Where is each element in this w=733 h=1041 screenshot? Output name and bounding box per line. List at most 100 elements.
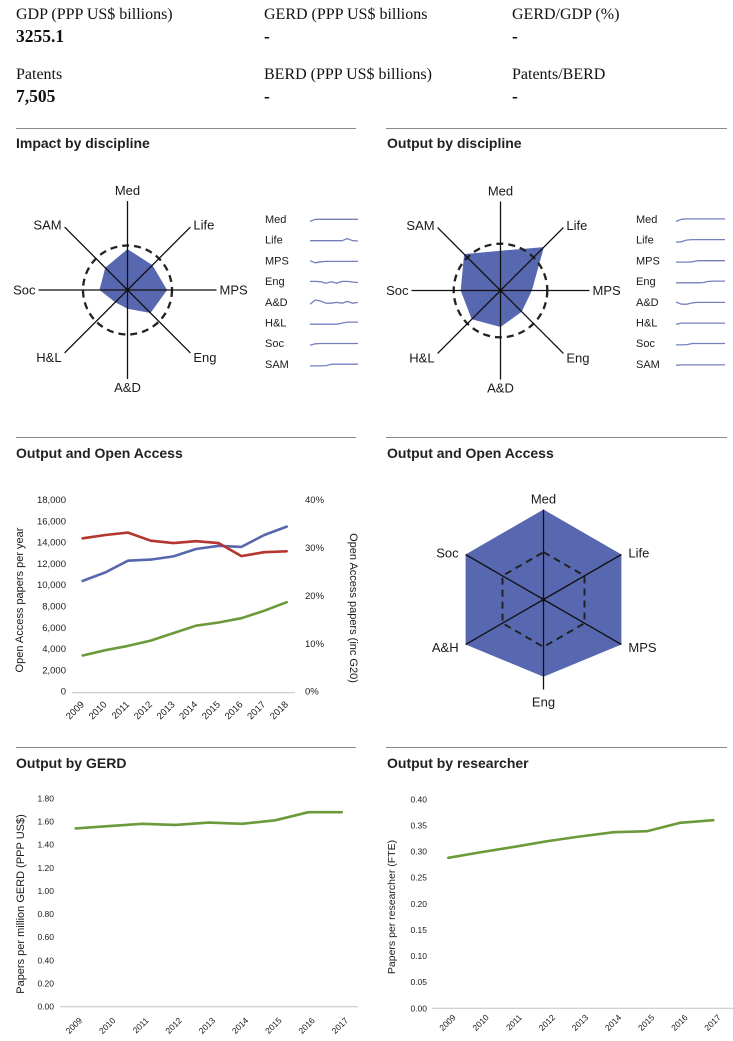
stat-patents: Patents 7,505 bbox=[16, 66, 62, 106]
radar-axis-life bbox=[543, 553, 622, 601]
y-tick-label: 1.00 bbox=[37, 886, 54, 896]
x-tick-label: 2012 bbox=[537, 1012, 558, 1033]
x-tick-label: 2010 bbox=[97, 1015, 118, 1036]
section-divider bbox=[386, 437, 727, 438]
series-line-green bbox=[74, 810, 344, 830]
y-tick-label: 0.00 bbox=[410, 1003, 427, 1013]
sparkline-mps bbox=[309, 260, 358, 264]
x-tick-label: 2009 bbox=[64, 1015, 85, 1036]
y-tick-label: 1.60 bbox=[37, 817, 54, 827]
x-tick-label: 2017 bbox=[245, 699, 268, 722]
radar-axis-label-handl: H&L bbox=[36, 350, 61, 365]
x-tick-label: 2012 bbox=[132, 699, 155, 722]
stat-value: - bbox=[512, 26, 518, 46]
line-chart-output-by-researcher-5: 0.00 0.05 0.10 0.15 0.20 0.25 0.30 0.35 0.40 2009… bbox=[386, 794, 733, 1033]
sparkline-label-med: Med bbox=[265, 214, 286, 226]
sparkline-life bbox=[675, 238, 725, 243]
sparkline-label-mps: MPS bbox=[636, 255, 660, 267]
radar-chart-output-and-open-access-3: Med Life MPS Eng A&H Soc bbox=[432, 492, 657, 710]
sparkline-soc bbox=[676, 342, 725, 346]
radar-axis-label-life: Life bbox=[566, 218, 587, 233]
sparkline-label-med: Med bbox=[636, 214, 657, 226]
radar-axis-label-mps: MPS bbox=[593, 283, 622, 298]
y-tick-label: 1.40 bbox=[37, 840, 54, 850]
y-tick-label: 1.80 bbox=[37, 793, 54, 803]
y2-tick-label: 40% bbox=[305, 495, 325, 506]
x-tick-label: 2011 bbox=[131, 1015, 151, 1035]
y-tick-label: 14,000 bbox=[37, 538, 66, 549]
radar-axis-label-soc: Soc bbox=[13, 283, 36, 298]
section-divider bbox=[16, 128, 356, 129]
x-tick-label: 2016 bbox=[669, 1012, 690, 1033]
radar-axis-label-aandd: A&D bbox=[114, 380, 141, 395]
sparkline-sam bbox=[310, 363, 358, 367]
radar-axis-label-med: Med bbox=[531, 492, 556, 507]
radar-axis-label-eng: Eng bbox=[566, 351, 589, 366]
y-tick-label: 0.40 bbox=[410, 794, 427, 804]
sparkline-label-aandd: A&D bbox=[636, 297, 659, 309]
x-tick-label: 2013 bbox=[197, 1015, 218, 1036]
stat-value: - bbox=[512, 86, 518, 106]
stat-gerd: GERD (PPP US$ billions - bbox=[264, 6, 427, 46]
radar-axis-label-soc: Soc bbox=[386, 283, 409, 298]
sparkline-med bbox=[675, 218, 725, 223]
y-tick-label: 0.20 bbox=[410, 899, 427, 909]
radar-value-polygon bbox=[99, 249, 168, 313]
section-title-output-and-open-access-radar: Output and Open Access bbox=[387, 445, 554, 461]
x-tick-label: 2011 bbox=[504, 1012, 524, 1032]
radar-center-dot bbox=[498, 288, 503, 293]
x-tick-label: 2013 bbox=[570, 1012, 591, 1033]
sparkline-label-aandd: A&D bbox=[265, 297, 288, 309]
y-axis-title: Papers per million GERD (PPP US$) bbox=[15, 814, 27, 994]
radar-axis-label-eng: Eng bbox=[532, 695, 555, 710]
stat-value: - bbox=[264, 26, 270, 46]
sparkline-label-sam: SAM bbox=[265, 359, 289, 371]
y-tick-label: 0.10 bbox=[410, 951, 427, 961]
x-tick-label: 2009 bbox=[64, 699, 87, 722]
x-tick-label: 2016 bbox=[296, 1015, 317, 1036]
radar-axis-aandh bbox=[465, 598, 544, 646]
x-tick-label: 2012 bbox=[163, 1015, 184, 1036]
section-divider bbox=[16, 437, 356, 438]
x-tick-label: 2018 bbox=[268, 699, 291, 722]
y-tick-label: 8,000 bbox=[42, 602, 66, 613]
sparkline-label-eng: Eng bbox=[265, 276, 285, 288]
series-line-green bbox=[81, 600, 289, 657]
sparkline-med bbox=[309, 218, 358, 223]
y-tick-label: 0.80 bbox=[37, 909, 54, 919]
radar-chart-output-by-discipline-1: Med Life MPS Eng A&D H&L Soc SAM Med Life MPS Eng A&… bbox=[386, 184, 725, 396]
stat-gerd-gdp: GERD/GDP (%) - bbox=[512, 6, 619, 46]
sparkline-soc bbox=[309, 342, 358, 346]
series-line-blue bbox=[81, 525, 289, 583]
section-divider bbox=[386, 747, 727, 748]
y-tick-label: 2,000 bbox=[42, 665, 66, 676]
stat-value: 3255.1 bbox=[16, 26, 65, 46]
x-tick-label: 2009 bbox=[437, 1012, 458, 1033]
radar-axis-label-med: Med bbox=[488, 184, 513, 199]
section-title-output-by-discipline: Output by discipline bbox=[387, 135, 522, 151]
x-tick-label: 2015 bbox=[200, 699, 223, 722]
y-tick-label: 0.05 bbox=[410, 977, 427, 987]
radar-axis-label-sam: SAM bbox=[406, 218, 434, 233]
y2-tick-label: 20% bbox=[305, 591, 325, 602]
y-tick-label: 4,000 bbox=[42, 644, 66, 655]
stat-label: GERD/GDP (%) bbox=[512, 6, 620, 23]
y-tick-label: 0.20 bbox=[37, 979, 54, 989]
radar-axis-label-mps: MPS bbox=[220, 283, 249, 298]
y2-tick-label: 0% bbox=[305, 687, 319, 698]
y-axis-title: Papers per researcher (FTE) bbox=[386, 840, 398, 974]
y-tick-label: 0.15 bbox=[410, 925, 427, 935]
series-line-green bbox=[446, 818, 715, 860]
y-tick-label: 0.40 bbox=[37, 955, 54, 965]
y-tick-label: 0.25 bbox=[410, 873, 427, 883]
y-tick-label: 0 bbox=[61, 687, 66, 698]
section-title-output-by-researcher: Output by researcher bbox=[387, 755, 529, 771]
section-title-output-and-open-access-line: Output and Open Access bbox=[16, 445, 183, 461]
stat-value: - bbox=[264, 86, 270, 106]
radar-axis-mps bbox=[543, 598, 622, 646]
stat-label: Patents bbox=[16, 66, 63, 83]
sparkline-life bbox=[310, 237, 359, 242]
radar-axis-sam bbox=[437, 227, 501, 291]
